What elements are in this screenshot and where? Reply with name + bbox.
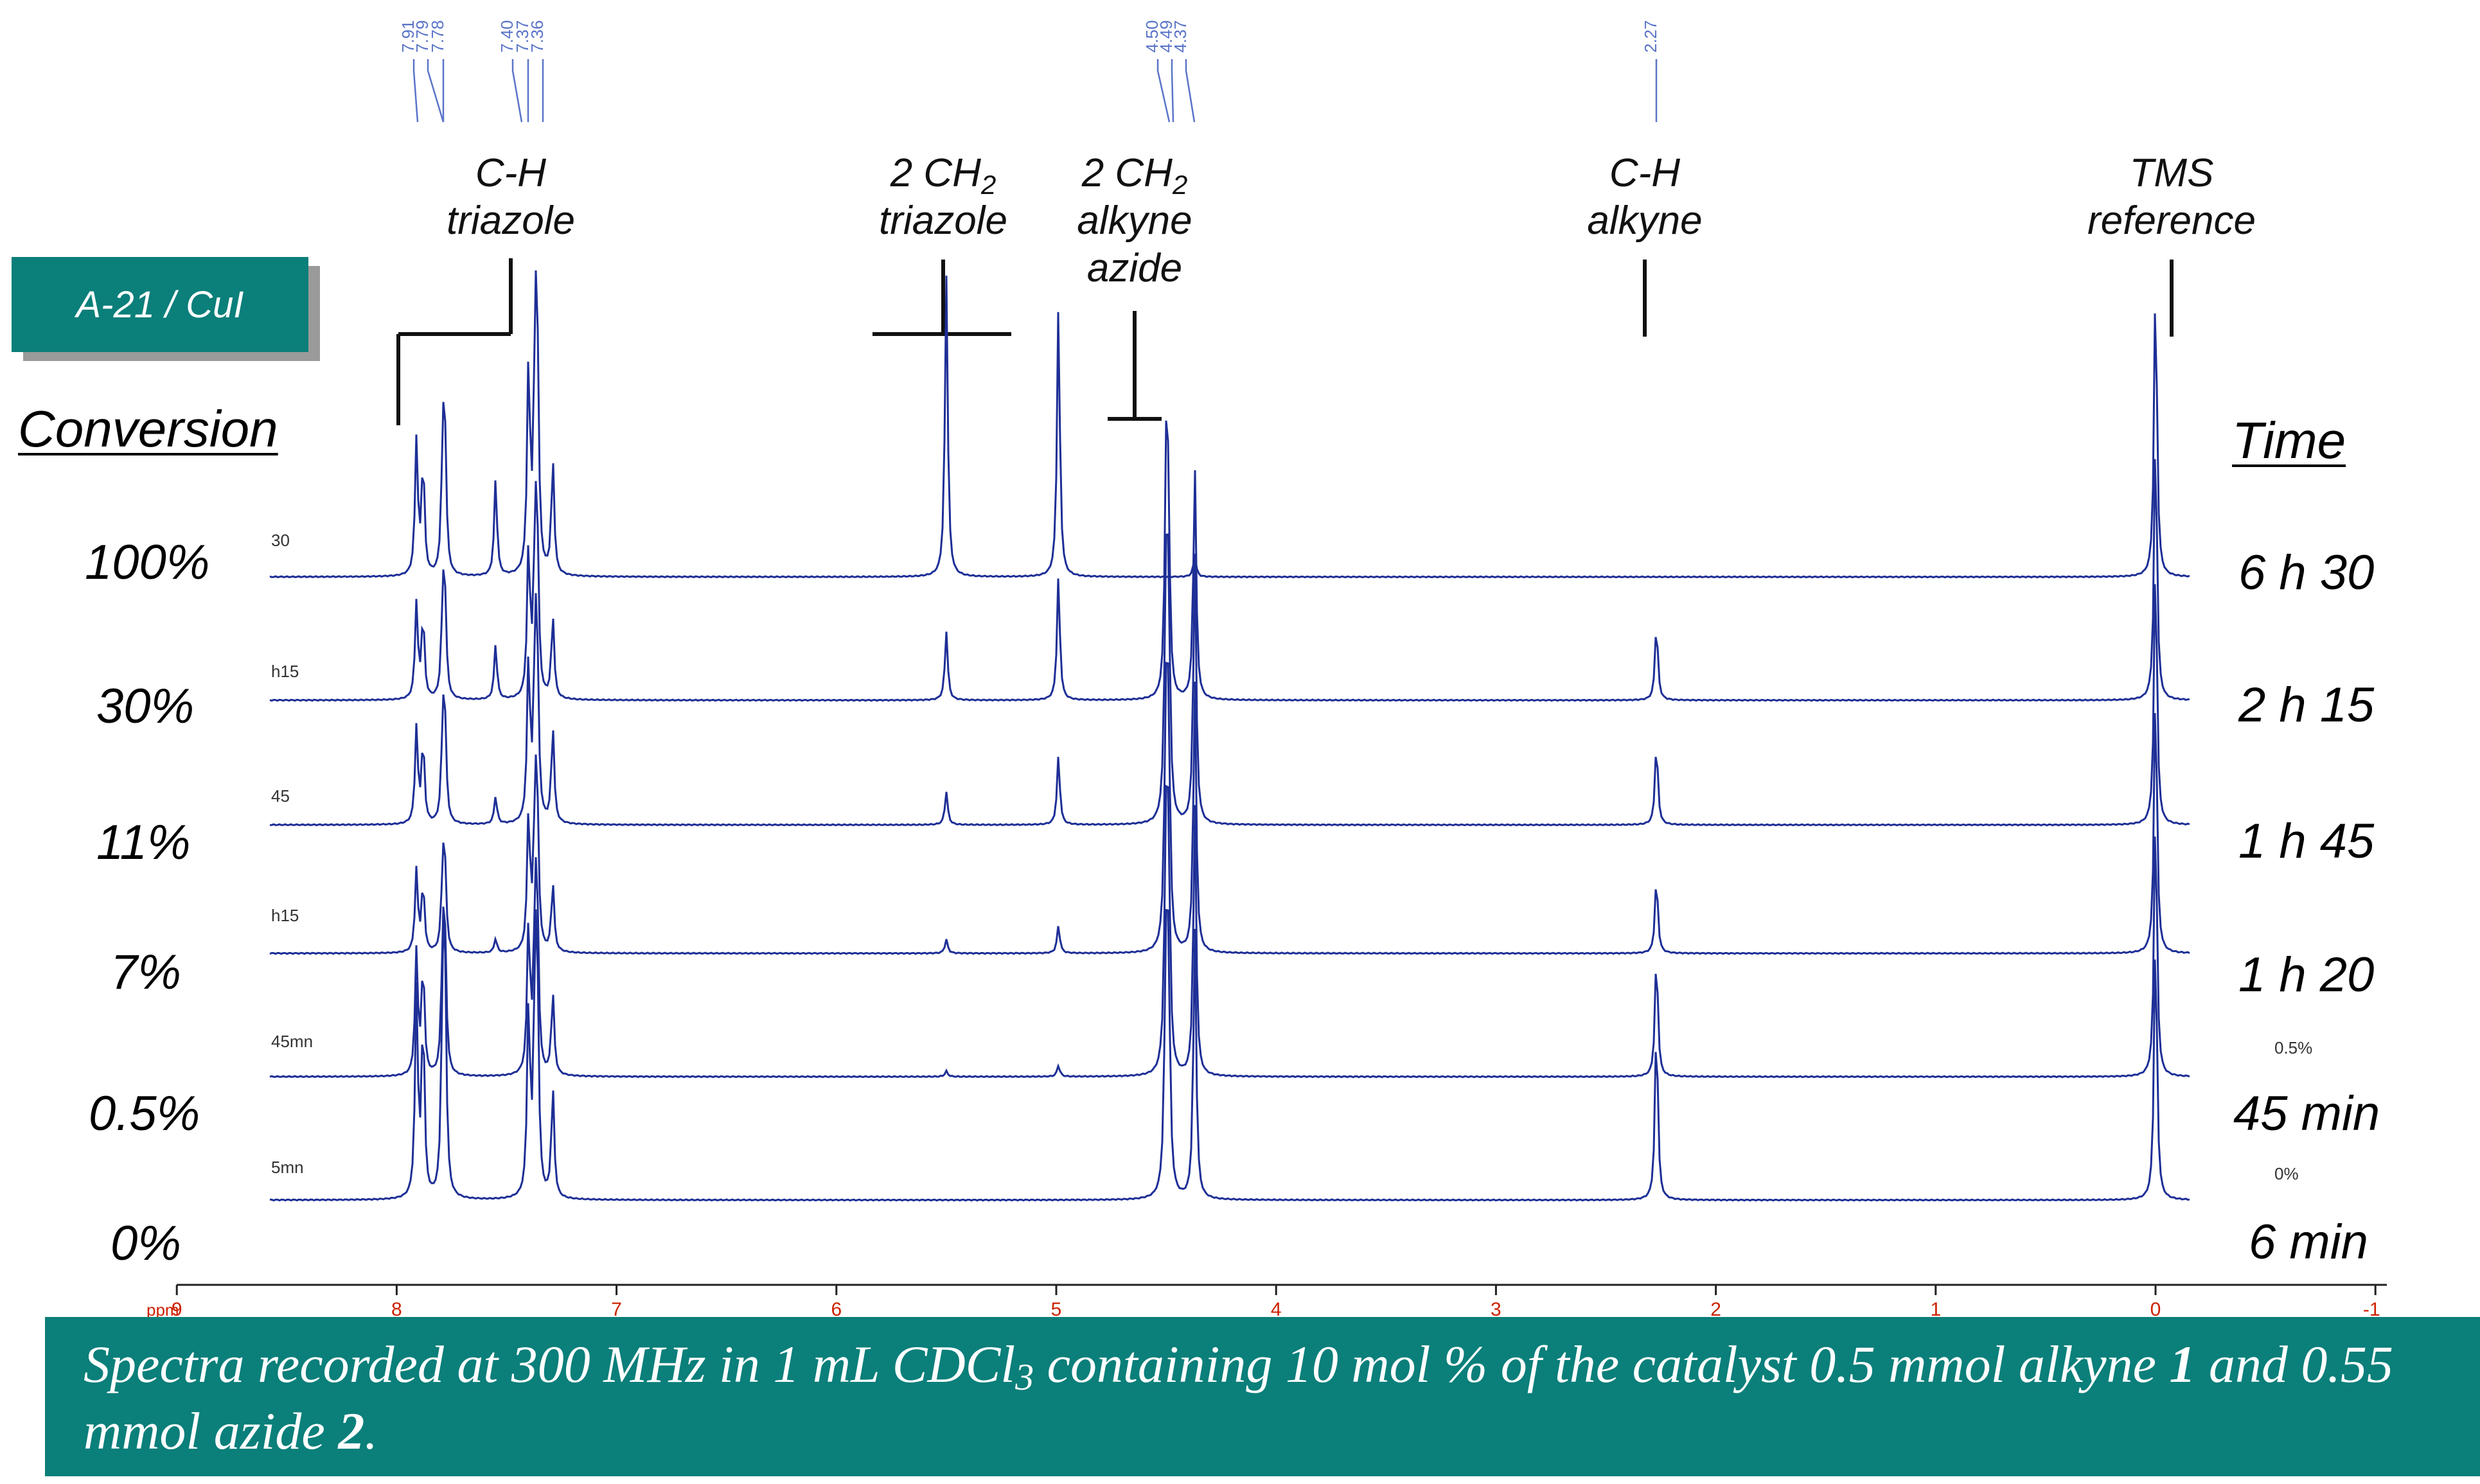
assignment-subscript: 2 (980, 170, 996, 200)
conversion-value: 100% (85, 535, 210, 590)
x-tick-label: 2 (1710, 1299, 1721, 1317)
x-tick-label: -1 (2363, 1299, 2380, 1317)
assignment-label-line2: alkyne (1587, 199, 1702, 243)
assignment-label-line1: TMS (2130, 151, 2214, 195)
assignment-label-line2: triazole (447, 199, 575, 243)
peak-shift-label: 4.50 (1142, 20, 1162, 53)
time-value: 1 h 45 (2238, 814, 2375, 869)
peak-shift-label: 2.27 (1641, 20, 1660, 53)
assignment-bracket (396, 258, 513, 425)
time-value: 6 h 30 (2238, 545, 2375, 600)
peak-shift-label: 7.36 (527, 20, 547, 53)
assignment-label-line1: C-H (475, 151, 546, 195)
assignment-label-line2: reference (2087, 199, 2256, 243)
conversion-value: 0% (111, 1216, 181, 1271)
caption-compound-2: 2 (338, 1402, 365, 1460)
assignment-label-line1: 2 CH2 (890, 151, 996, 200)
caption-text-4: . (364, 1402, 378, 1460)
x-tick-label: 0 (2150, 1299, 2161, 1317)
x-axis-unit-label: ppm (146, 1300, 179, 1317)
x-tick-label: 7 (611, 1299, 622, 1317)
trace-side-tag: 0% (2274, 1164, 2299, 1183)
x-tick-label: 4 (1271, 1299, 1282, 1317)
trace-label: 5mn (271, 1158, 304, 1177)
peak-shift-label: 4.49 (1156, 20, 1176, 53)
time-header: Time (2232, 412, 2346, 469)
trace-side-tag: 0.5% (2274, 1038, 2312, 1057)
trace-label: h15 (271, 662, 299, 681)
peak-leader-line (1156, 59, 1171, 123)
peak-leader-line (1171, 59, 1174, 123)
x-tick-label: 8 (391, 1299, 402, 1317)
assignment-subscript: 2 (1172, 170, 1187, 200)
assignment-label-line1: 2 CH2 (1081, 151, 1188, 200)
spectrum-trace (269, 784, 2190, 1079)
conversion-value: 7% (111, 945, 181, 1000)
assignment-label-line2: triazole (879, 199, 1007, 243)
time-value: 6 min (2249, 1215, 2368, 1269)
spectrum-trace (269, 661, 2190, 955)
peak-shift-label: 4.37 (1171, 20, 1190, 53)
peak-leader-line (427, 59, 445, 123)
x-tick-label: 1 (1930, 1299, 1941, 1317)
x-tick-label: 9 (172, 1299, 182, 1317)
x-tick-label: 3 (1491, 1299, 1501, 1317)
x-tick-label: 6 (831, 1299, 842, 1317)
conversion-value: 30% (96, 679, 195, 734)
peak-shift-label: 7.40 (497, 20, 517, 53)
peak-leader-line (511, 59, 523, 123)
assignment-label-line1: C-H (1609, 151, 1680, 195)
time-value: 2 h 15 (2238, 678, 2375, 732)
assignment-bracket (1108, 311, 1162, 421)
catalyst-label: A-21 / CuI (76, 283, 244, 326)
peak-shift-label: 7.78 (428, 20, 447, 53)
spectrum-trace (269, 533, 2190, 827)
time-value: 1 h 20 (2238, 948, 2375, 1002)
trace-label: 30 (271, 531, 290, 550)
catalyst-label-box: A-21 / CuI (12, 257, 308, 352)
peak-shift-label: 7.91 (398, 20, 418, 53)
assignment-label-line2: alkyne (1077, 199, 1192, 243)
conversion-value: 11% (96, 815, 191, 870)
peak-shift-label: 7.79 (412, 20, 432, 53)
assignment-bracket (872, 260, 1011, 336)
caption-subscript: 3 (1015, 1356, 1034, 1398)
trace-label: 45 (271, 786, 290, 806)
x-tick-label: 5 (1051, 1299, 1062, 1317)
caption-text-3: and 0.55 mmol azide (84, 1335, 2393, 1460)
caption-box: Spectra recorded at 300 MHz in 1 mL CDCl… (45, 1317, 2480, 1476)
trace-label: 45mn (271, 1032, 313, 1051)
nmr-spectra-plot: 7.917.797.78 7.407.377.36 4.504.494.37 2.27… (146, 20, 2387, 1317)
spectrum-trace (269, 420, 2190, 702)
spectrum-trace (270, 908, 2190, 1202)
time-value: 45 min (2233, 1086, 2380, 1141)
caption-text-2: containing 10 mol % of the catalyst 0.5 … (1034, 1335, 2170, 1393)
conversion-value: 0.5% (89, 1086, 200, 1141)
caption-compound-1: 1 (2169, 1335, 2196, 1393)
peak-shift-label: 7.37 (513, 20, 532, 53)
peak-leader-line (412, 59, 419, 123)
trace-label: h15 (271, 906, 299, 925)
assignment-label-line3: azide (1087, 246, 1182, 290)
spectrum-trace (269, 270, 2190, 579)
caption-text-1: Spectra recorded at 300 MHz in 1 mL CDCl (84, 1335, 1016, 1393)
conversion-header: Conversion (18, 400, 278, 457)
peak-leader-line (1185, 59, 1196, 123)
